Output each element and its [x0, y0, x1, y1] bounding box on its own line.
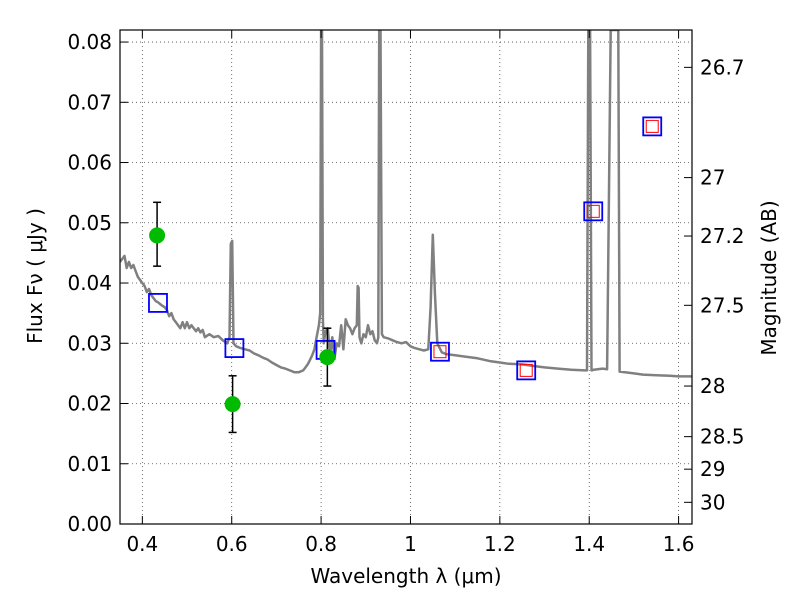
- grid-lines: [120, 30, 692, 524]
- y2-tick-label: 28.5: [700, 425, 745, 449]
- spectrum-line: [120, 30, 692, 378]
- y2-tick-label: 27.5: [700, 293, 745, 317]
- observed-point: [319, 349, 336, 366]
- plot-area: [120, 30, 692, 434]
- x-tick-label: 1.2: [484, 532, 516, 556]
- y-axis-label: Flux Fν ( μJy ): [23, 208, 47, 344]
- model-band-nir-marker: [586, 204, 600, 218]
- model-band-marker: [148, 293, 168, 313]
- model-band-marker: [516, 360, 537, 381]
- model-band-marker: [583, 201, 604, 222]
- x-tick-label: 1.4: [573, 532, 605, 556]
- x-tick-label: 0.8: [305, 532, 337, 556]
- y-tick-label: 0.03: [67, 331, 112, 355]
- y2-tick-label: 28: [700, 374, 725, 398]
- y-tick-label: 0.05: [67, 211, 112, 235]
- model-band-nir-marker: [433, 345, 447, 359]
- y-tick-label: 0.04: [67, 271, 112, 295]
- observed-point: [224, 396, 241, 413]
- model-band-marker: [642, 116, 663, 137]
- y2-axis-label: Magnitude (AB): [757, 200, 781, 355]
- y-tick-label: 0.01: [67, 452, 112, 476]
- y2-tick-label: 30: [700, 490, 725, 514]
- x-tick-label: 1: [404, 532, 417, 556]
- y2-tick-label: 29: [700, 457, 725, 481]
- model-band-marker: [224, 338, 245, 358]
- observed-point: [149, 227, 166, 244]
- model-band-nir-marker: [519, 363, 533, 377]
- y-tick-label: 0.08: [67, 30, 112, 54]
- y-tick-label: 0.02: [67, 392, 112, 416]
- x-tick-label: 1.6: [663, 532, 695, 556]
- y2-tick-label: 27.2: [700, 224, 745, 248]
- axis-ticks: 0.4 0.6 0.8 1 1.2 1.4 1.6 0.00 0.01 0.02 0.03 0.04 0…: [67, 30, 745, 556]
- x-tick-label: 0.4: [126, 532, 158, 556]
- model-band-nir-marker: [645, 119, 659, 133]
- y2-tick-label: 27: [700, 166, 725, 190]
- x-axis-label: Wavelength λ (μm): [310, 564, 501, 588]
- plot-frame: [119, 29, 693, 525]
- y-tick-label: 0.00: [67, 512, 112, 536]
- y-tick-label: 0.06: [67, 151, 112, 175]
- x-tick-label: 0.6: [216, 532, 248, 556]
- y-tick-label: 0.07: [67, 90, 112, 114]
- model-band-marker: [430, 341, 450, 362]
- y2-tick-label: 26.7: [700, 55, 745, 79]
